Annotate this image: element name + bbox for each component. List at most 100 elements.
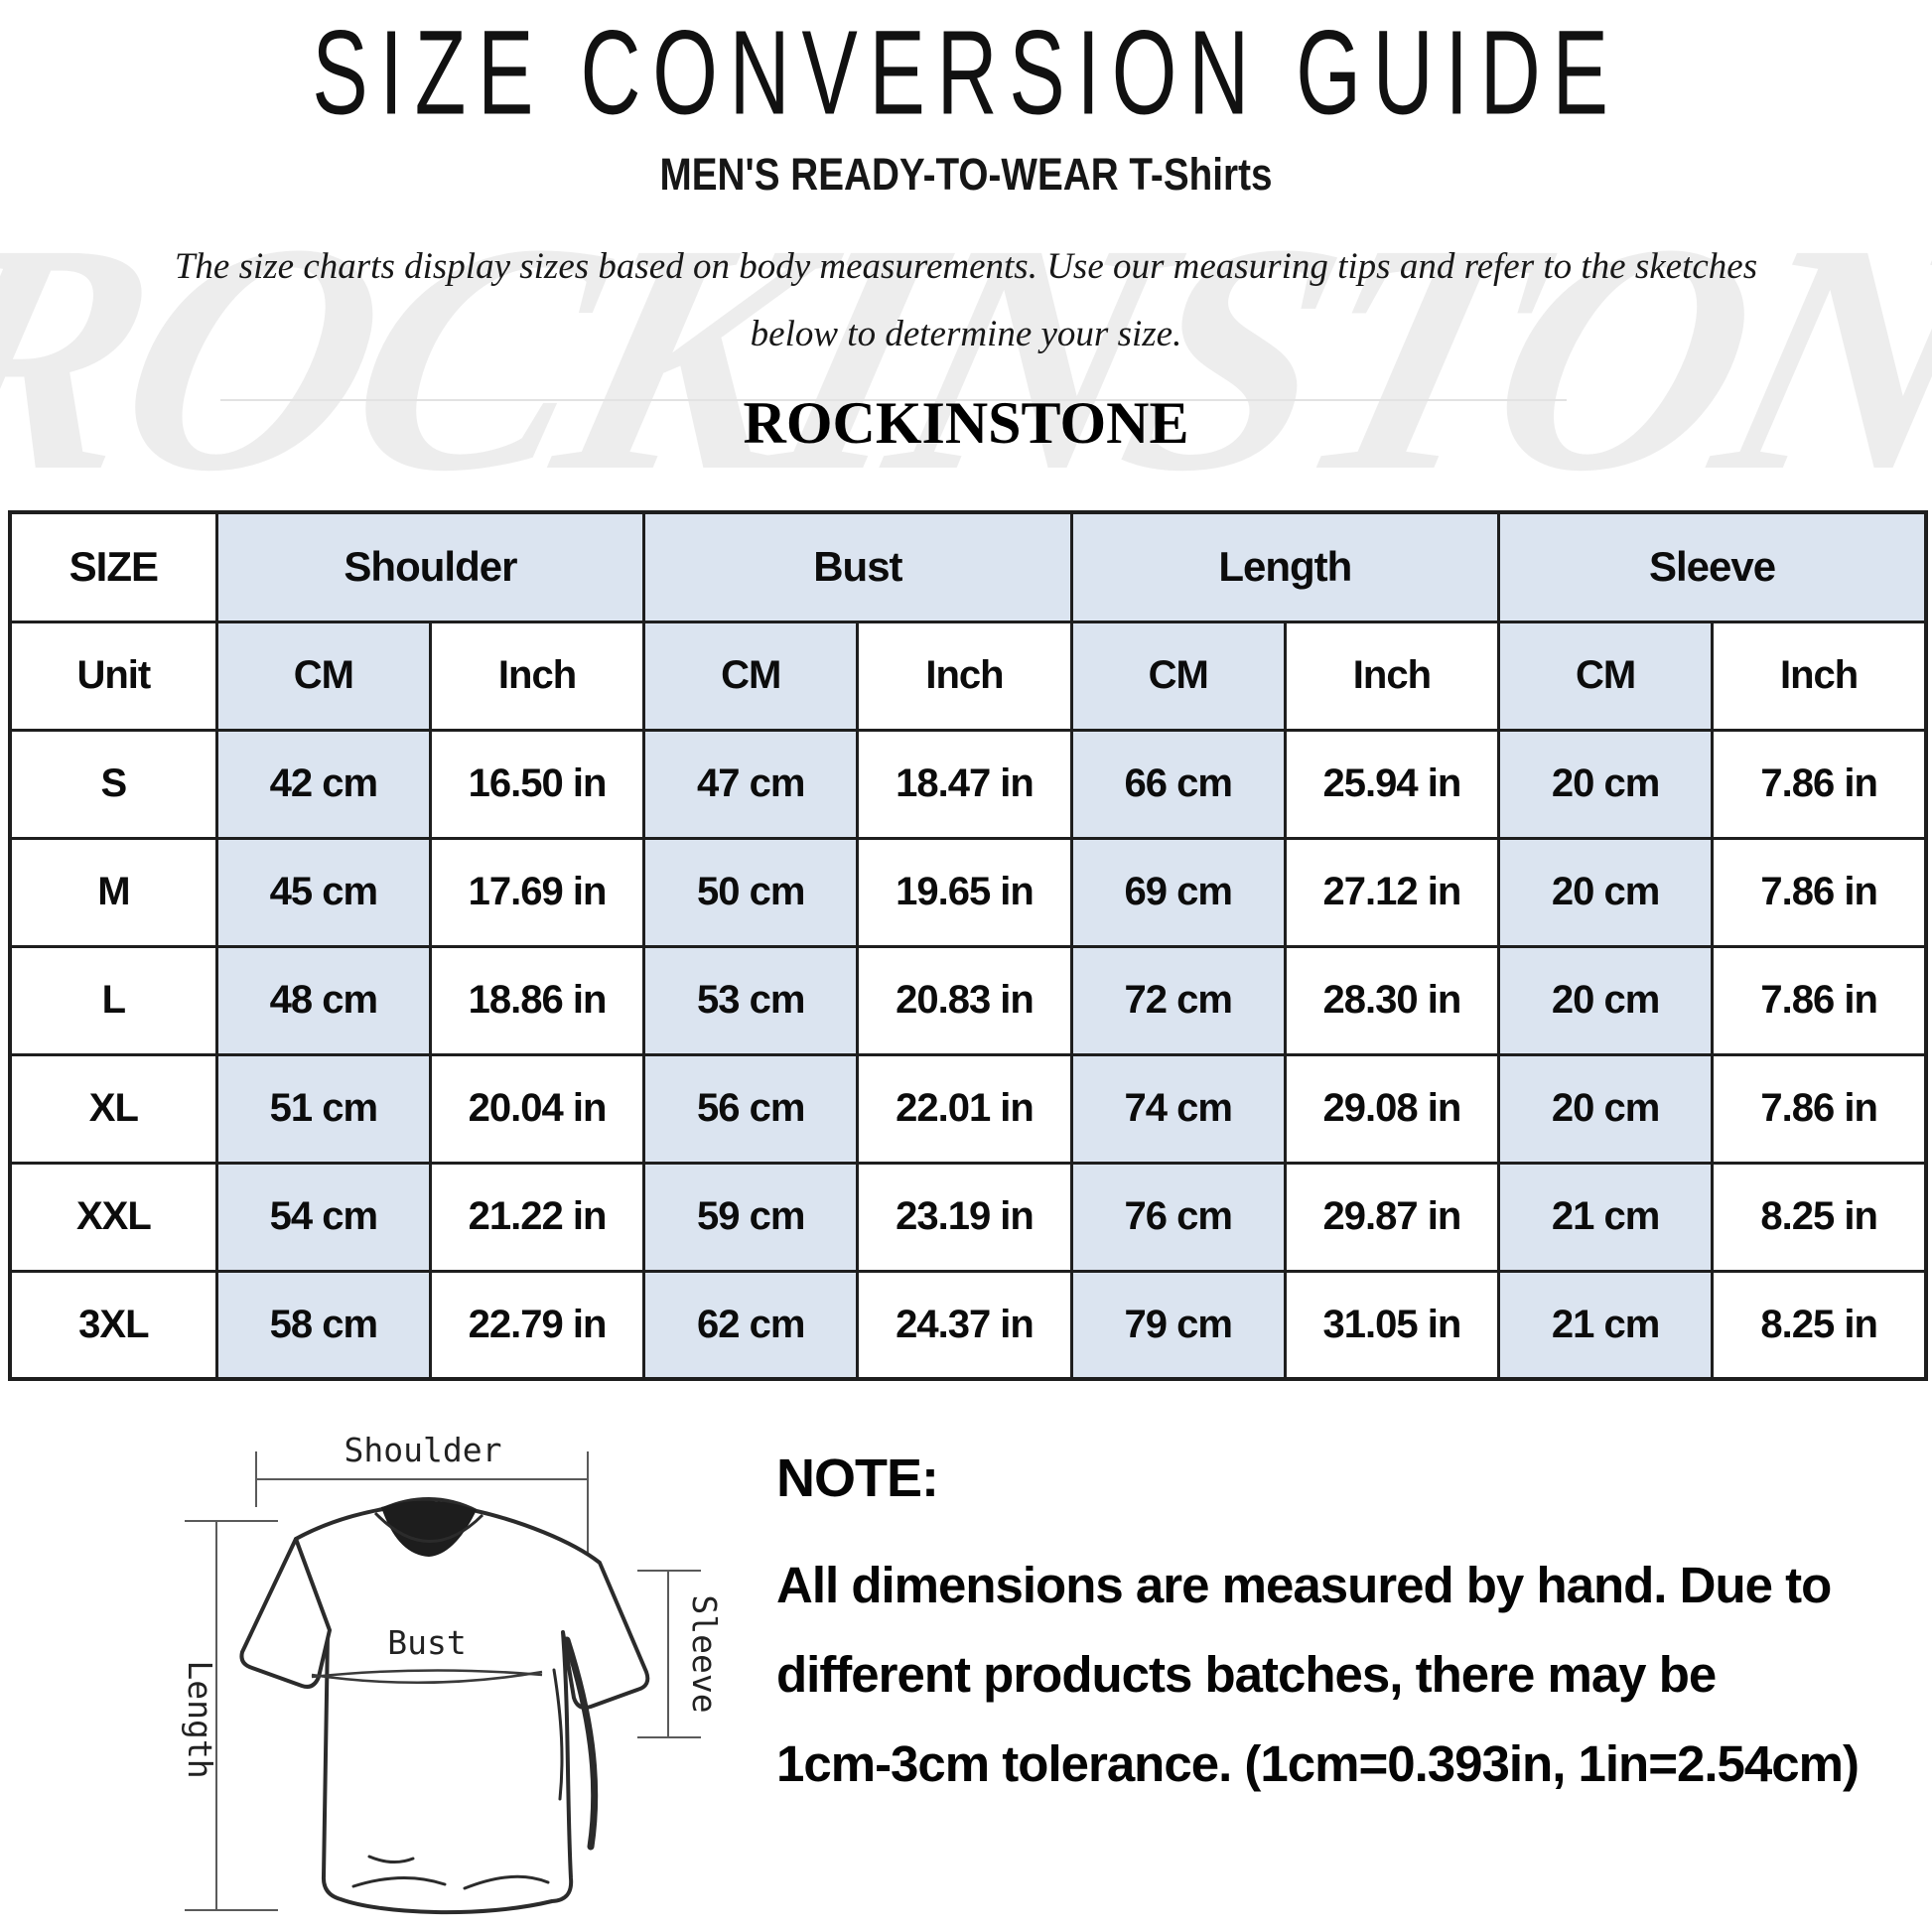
divider-line <box>220 399 1567 401</box>
table-cell: 7.86 in <box>1711 1052 1928 1165</box>
table-cell: 69 cm <box>1069 836 1287 948</box>
subtitle: MEN'S READY-TO-WEAR T-Shirts <box>135 149 1797 201</box>
brand-watermark: ROCKINSTONE <box>0 177 1932 539</box>
brand-name: ROCKINSTONE <box>743 390 1189 456</box>
col-header-bust: Bust <box>642 510 1073 623</box>
table-cell: 53 cm <box>642 944 860 1056</box>
note-line: All dimensions are measured by hand. Due… <box>776 1557 1832 1613</box>
table-cell: 45 cm <box>214 836 432 948</box>
table-cell: 18.86 in <box>428 944 646 1056</box>
table-cell: 22.79 in <box>428 1269 646 1381</box>
table-cell: 20 cm <box>1497 1052 1715 1165</box>
table-cell: 28.30 in <box>1283 944 1501 1056</box>
table-cell: Inch <box>1283 620 1501 732</box>
table-cell: 20.04 in <box>428 1052 646 1165</box>
wrinkle-lines <box>351 1636 599 1890</box>
table-cell: 20 cm <box>1497 728 1715 840</box>
table-cell: CM <box>642 620 860 732</box>
bust-line <box>311 1669 543 1685</box>
table-row-xl: XL 51 cm 20.04 in 56 cm 22.01 in 74 cm 2… <box>8 1052 1928 1165</box>
note-line: different products batches, there may be <box>776 1646 1717 1703</box>
table-cell: 31.05 in <box>1283 1269 1501 1381</box>
table-row-3xl: 3XL 58 cm 22.79 in 62 cm 24.37 in 79 cm … <box>8 1269 1928 1381</box>
table-cell: 56 cm <box>642 1052 860 1165</box>
table-cell: 16.50 in <box>428 728 646 840</box>
table-cell: 8.25 in <box>1711 1269 1928 1381</box>
table-cell: 79 cm <box>1069 1269 1287 1381</box>
row-label-size: XL <box>8 1052 218 1165</box>
table-cell: 21.22 in <box>428 1161 646 1273</box>
table-unit-row: Unit CM Inch CM Inch CM Inch CM Inch <box>8 620 1928 732</box>
table-cell: 29.08 in <box>1283 1052 1501 1165</box>
sketch-label-bust: Bust <box>387 1623 466 1662</box>
col-header-size: SIZE <box>8 510 218 623</box>
table-cell: 18.47 in <box>856 728 1073 840</box>
table-cell: 20.83 in <box>856 944 1073 1056</box>
table-cell: 51 cm <box>214 1052 432 1165</box>
row-label-unit: Unit <box>8 620 218 732</box>
row-label-size: 3XL <box>8 1269 218 1381</box>
table-row-xxl: XXL 54 cm 21.22 in 59 cm 23.19 in 76 cm … <box>8 1161 1928 1273</box>
table-cell: Inch <box>428 620 646 732</box>
table-row-l: L 48 cm 18.86 in 53 cm 20.83 in 72 cm 28… <box>8 944 1928 1056</box>
collar-band <box>373 1511 484 1543</box>
tshirt-outline <box>239 1497 650 1915</box>
sketch-label-sleeve: Sleeve <box>685 1594 724 1713</box>
table-cell: 62 cm <box>642 1269 860 1381</box>
table-cell: CM <box>1497 620 1715 732</box>
table-cell: 23.19 in <box>856 1161 1073 1273</box>
table-cell: CM <box>214 620 432 732</box>
collar-shape <box>381 1500 477 1557</box>
size-conversion-table: SIZE Shoulder Bust Length Sleeve Unit CM… <box>8 510 1928 1381</box>
col-header-sleeve: Sleeve <box>1497 510 1928 623</box>
table-cell: 21 cm <box>1497 1161 1715 1273</box>
table-cell: CM <box>1069 620 1287 732</box>
table-cell: 59 cm <box>642 1161 860 1273</box>
table-cell: 7.86 in <box>1711 728 1928 840</box>
table-row-m: M 45 cm 17.69 in 50 cm 19.65 in 69 cm 27… <box>8 836 1928 948</box>
table-cell: 42 cm <box>214 728 432 840</box>
table-cell: 50 cm <box>642 836 860 948</box>
subtitle-category: MEN'S READY-TO-WEAR <box>659 149 1119 200</box>
table-cell: 22.01 in <box>856 1052 1073 1165</box>
table-cell: 20 cm <box>1497 944 1715 1056</box>
table-cell: 72 cm <box>1069 944 1287 1056</box>
table-cell: 24.37 in <box>856 1269 1073 1381</box>
table-cell: 8.25 in <box>1711 1161 1928 1273</box>
table-cell: Inch <box>1711 620 1928 732</box>
table-cell: Inch <box>856 620 1073 732</box>
table-cell: 20 cm <box>1497 836 1715 948</box>
table-cell: 25.94 in <box>1283 728 1501 840</box>
table-cell: 7.86 in <box>1711 836 1928 948</box>
col-header-length: Length <box>1069 510 1501 623</box>
table-cell: 19.65 in <box>856 836 1073 948</box>
page-title: SIZE CONVERSION GUIDE <box>312 6 1620 140</box>
sketch-label-shoulder: Shoulder <box>345 1431 502 1469</box>
table-row-s: S 42 cm 16.50 in 47 cm 18.47 in 66 cm 25… <box>8 728 1928 840</box>
table-cell: 47 cm <box>642 728 860 840</box>
table-header-row: SIZE Shoulder Bust Length Sleeve <box>8 510 1928 623</box>
row-label-size: S <box>8 728 218 840</box>
row-label-size: L <box>8 944 218 1056</box>
description-line-2: below to determine your size. <box>750 314 1182 354</box>
subtitle-product: T-Shirts <box>1129 149 1273 200</box>
table-cell: 54 cm <box>214 1161 432 1273</box>
description-line-1: The size charts display sizes based on b… <box>174 246 1758 287</box>
col-header-shoulder: Shoulder <box>214 510 646 623</box>
table-cell: 74 cm <box>1069 1052 1287 1165</box>
table-cell: 76 cm <box>1069 1161 1287 1273</box>
table-cell: 66 cm <box>1069 728 1287 840</box>
note-line: 1cm-3cm tolerance. (1cm=0.393in, 1in=2.5… <box>776 1735 1860 1792</box>
sketch-label-length: Length <box>181 1660 219 1778</box>
row-label-size: XXL <box>8 1161 218 1273</box>
table-cell: 27.12 in <box>1283 836 1501 948</box>
note-block: NOTE: All dimensions are measured by han… <box>776 1448 1898 1809</box>
row-label-size: M <box>8 836 218 948</box>
tshirt-measurement-sketch: Shoulder Bust Length Sleeve <box>181 1431 724 1915</box>
note-heading: NOTE: <box>776 1449 939 1508</box>
table-cell: 17.69 in <box>428 836 646 948</box>
table-cell: 29.87 in <box>1283 1161 1501 1273</box>
table-cell: 58 cm <box>214 1269 432 1381</box>
table-cell: 7.86 in <box>1711 944 1928 1056</box>
